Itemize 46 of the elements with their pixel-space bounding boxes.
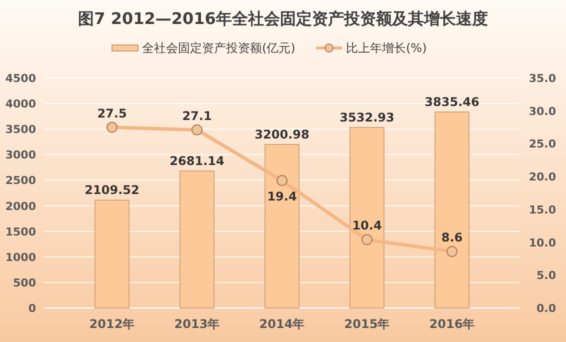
x-tick-label: 2014年 xyxy=(259,317,305,331)
data-label: 3532.93 xyxy=(340,110,394,124)
x-tick-label: 2016年 xyxy=(429,317,475,331)
bar xyxy=(434,112,470,308)
data-label: 8.6 xyxy=(441,230,463,244)
y-tick-label: 2500 xyxy=(5,174,36,188)
y-tick-label: 4500 xyxy=(5,72,36,85)
bar xyxy=(180,170,214,308)
y-tick-label: 500 xyxy=(13,276,36,290)
y-tick-label: 0 xyxy=(28,302,36,315)
point xyxy=(446,246,458,257)
y2-tick-label: 0.0 xyxy=(536,302,556,315)
data-label: 3200.98 xyxy=(254,127,310,142)
chart-title: 图7 2012—2016年全社会固定资产投资额及其增长速度 xyxy=(78,9,488,28)
y-tick-label: 3000 xyxy=(5,148,36,162)
y-tick-label: 2000 xyxy=(5,200,36,213)
x-tick-label: 2012年 xyxy=(89,317,135,331)
point xyxy=(192,124,202,136)
point xyxy=(276,175,288,186)
y-tick-label: 1000 xyxy=(5,250,36,264)
data-label: 27.1 xyxy=(182,108,212,123)
x-tick-label: 2013年 xyxy=(174,317,220,331)
y2-tick-label: 5.0 xyxy=(536,269,556,282)
bar xyxy=(264,144,300,308)
y2-tick-label: 10.0 xyxy=(528,236,556,250)
y2-tick-label: 30.0 xyxy=(528,104,556,118)
y-tick-label: 4000 xyxy=(5,98,36,111)
data-label: 19.4 xyxy=(267,190,297,204)
y2-tick-label: 15.0 xyxy=(528,203,556,216)
point xyxy=(362,234,372,246)
y2-tick-label: 25.0 xyxy=(528,138,556,151)
bar xyxy=(94,200,130,308)
y2-tick-label: 35.0 xyxy=(528,72,556,85)
data-label: 27.5 xyxy=(97,106,127,120)
legend-label: 全社会固定资产投资额(亿元) xyxy=(142,41,296,55)
data-label: 10.4 xyxy=(352,218,382,233)
legend-label: 比上年增长(%) xyxy=(346,41,427,55)
x-tick-label: 2015年 xyxy=(344,317,390,331)
data-label: 3835.46 xyxy=(424,94,480,109)
y-tick-label: 1500 xyxy=(5,225,36,238)
y-tick-label: 3500 xyxy=(5,123,36,136)
point xyxy=(106,122,118,133)
data-label: 2681.14 xyxy=(170,154,224,168)
y2-tick-label: 20.0 xyxy=(528,170,556,184)
bar xyxy=(350,127,384,308)
data-label: 2109.52 xyxy=(84,183,140,198)
